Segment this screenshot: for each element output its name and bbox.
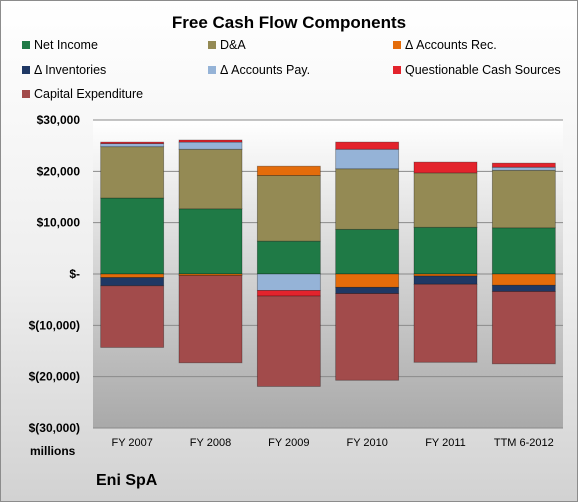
legend-swatch bbox=[22, 90, 30, 98]
legend-label: Questionable Cash Sources bbox=[405, 63, 561, 77]
company-name: Eni SpA bbox=[96, 472, 158, 489]
x-tick-label: FY 2007 bbox=[111, 437, 152, 449]
bar-segment bbox=[335, 228, 400, 275]
bar-segment bbox=[335, 273, 400, 288]
bar-segment bbox=[413, 275, 478, 285]
bar-segment bbox=[100, 143, 165, 148]
bar-segment bbox=[335, 293, 400, 381]
x-tick-label: FY 2010 bbox=[346, 437, 387, 449]
bar-segment bbox=[178, 208, 243, 275]
units-label: millions bbox=[30, 444, 76, 458]
legend-item-inventories: Δ Inventories bbox=[22, 63, 106, 77]
x-tick-label: FY 2011 bbox=[425, 437, 466, 449]
bar-segment bbox=[256, 273, 321, 291]
bar-segment bbox=[100, 141, 165, 145]
bar-segment bbox=[413, 226, 478, 275]
bar-segment bbox=[413, 161, 478, 174]
bar-segment bbox=[178, 141, 243, 150]
bar-segment bbox=[491, 284, 556, 292]
bar-segment bbox=[256, 175, 321, 242]
legend-item-questionable-cash: Questionable Cash Sources bbox=[393, 63, 561, 77]
legend-swatch bbox=[22, 41, 30, 49]
bar-segment bbox=[178, 139, 243, 143]
legend-item-capex: Capital Expenditure bbox=[22, 87, 143, 101]
legend-label: Δ Accounts Rec. bbox=[405, 38, 497, 52]
y-tick-label: $10,000 bbox=[37, 216, 81, 230]
y-tick-label: $20,000 bbox=[37, 164, 81, 178]
legend-swatch bbox=[393, 41, 401, 49]
legend-label: Δ Inventories bbox=[34, 63, 107, 77]
legend-label: Net Income bbox=[34, 38, 98, 52]
chart-title: Free Cash Flow Components bbox=[171, 13, 407, 32]
legend-item-accounts-rec: Δ Accounts Rec. bbox=[393, 38, 497, 52]
bar-segment bbox=[335, 168, 400, 230]
bar-segment bbox=[256, 290, 321, 297]
x-tick-label: FY 2008 bbox=[190, 437, 231, 449]
bar-segment bbox=[100, 146, 165, 199]
bar-segment bbox=[491, 166, 556, 171]
bar-segment bbox=[491, 291, 556, 365]
legend-label: D&A bbox=[220, 38, 246, 52]
legend-swatch bbox=[393, 66, 401, 74]
bar-segment bbox=[335, 141, 400, 150]
bar-segment bbox=[335, 286, 400, 294]
bar-segment bbox=[491, 227, 556, 275]
legend-item-accounts-pay: Δ Accounts Pay. bbox=[208, 63, 310, 77]
bar-segment bbox=[178, 148, 243, 210]
y-tick-label: $(10,000) bbox=[29, 318, 80, 332]
x-tick-label: FY 2009 bbox=[268, 437, 309, 449]
legend-item-da: D&A bbox=[208, 38, 246, 52]
bar-segment bbox=[100, 273, 165, 278]
legend-swatch bbox=[22, 66, 30, 74]
bar-segment bbox=[100, 197, 165, 275]
bar-segment bbox=[491, 273, 556, 286]
y-tick-label: $(30,000) bbox=[29, 421, 80, 435]
legend-swatch bbox=[208, 41, 216, 49]
y-tick-label: $- bbox=[69, 267, 80, 281]
bar-segment bbox=[413, 172, 478, 228]
bar-segment bbox=[256, 295, 321, 387]
legend-swatch bbox=[208, 66, 216, 74]
y-tick-label: $30,000 bbox=[37, 113, 81, 127]
legend-item-net-income: Net Income bbox=[22, 38, 98, 52]
y-tick-label: $(20,000) bbox=[29, 370, 80, 384]
bar-segment bbox=[413, 283, 478, 363]
bar-segment bbox=[491, 162, 556, 168]
bar-segment bbox=[491, 169, 556, 229]
bar-segment bbox=[100, 285, 165, 348]
bar-segment bbox=[100, 277, 165, 287]
bar-segment bbox=[256, 165, 321, 176]
legend-label: Δ Accounts Pay. bbox=[220, 63, 311, 77]
bar-segment bbox=[178, 275, 243, 364]
x-tick-label: TTM 6-2012 bbox=[494, 437, 554, 449]
bar-segment bbox=[335, 148, 400, 170]
bar-segment bbox=[256, 240, 321, 275]
legend-label: Capital Expenditure bbox=[34, 87, 144, 101]
